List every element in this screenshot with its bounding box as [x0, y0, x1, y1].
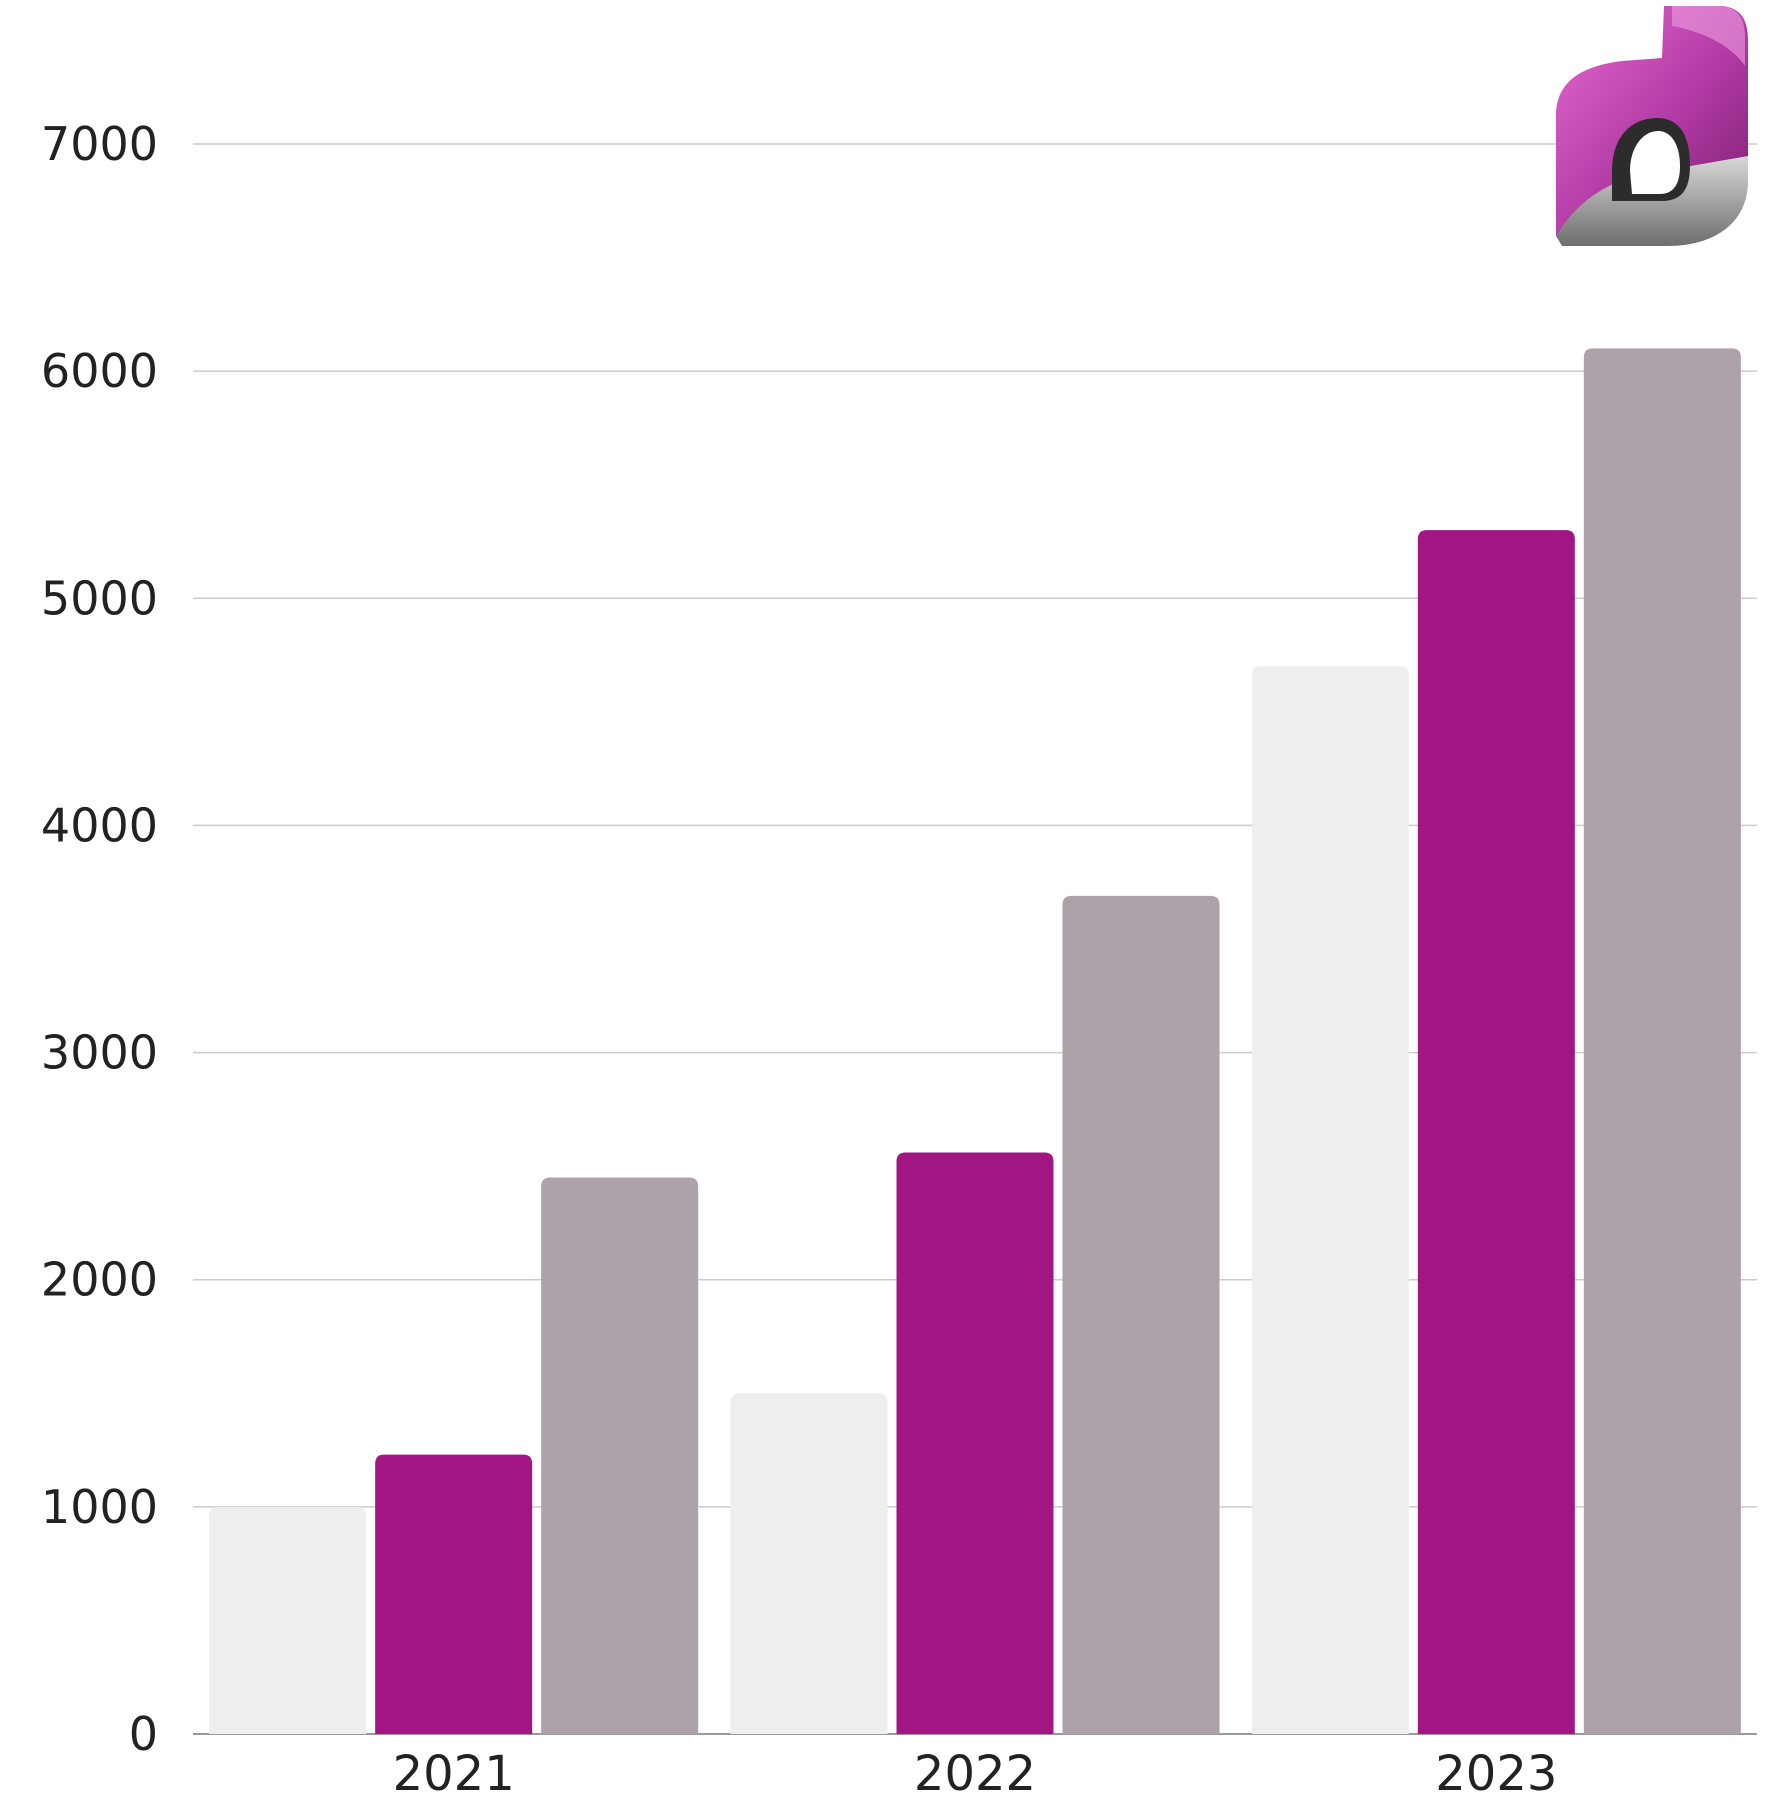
- y-tick-label: 4000: [41, 798, 158, 852]
- y-axis-tick-labels: 0 1000 2000 3000 4000 5000 6000 7000: [41, 117, 158, 1761]
- bar-2023-series-2: [1417, 530, 1575, 1735]
- bar-2023-series-1: [1251, 666, 1409, 1734]
- x-tick-label: 2021: [393, 1746, 515, 1794]
- x-axis-tick-labels: 2021 2022 2023: [393, 1746, 1558, 1798]
- y-tick-label: 6000: [41, 344, 158, 398]
- bar-2021-series-3: [541, 1177, 699, 1734]
- bar-2021-series-2: [375, 1454, 533, 1734]
- y-tick-label: 5000: [41, 571, 158, 625]
- bar-2021-series-1: [209, 1506, 367, 1734]
- y-tick-label: 2000: [41, 1253, 158, 1307]
- bars: [209, 348, 1741, 1735]
- y-tick-label: 7000: [41, 117, 158, 171]
- x-tick-label: 2023: [1435, 1746, 1557, 1794]
- y-tick-label: 3000: [41, 1026, 158, 1080]
- y-tick-label: 0: [129, 1707, 158, 1761]
- bar-2022-series-1: [730, 1393, 888, 1734]
- letter-d-logo-icon: [1556, 6, 1748, 246]
- y-tick-label: 1000: [41, 1480, 158, 1534]
- bar-2022-series-2: [896, 1152, 1054, 1734]
- x-tick-label: 2022: [914, 1746, 1036, 1794]
- bar-2022-series-3: [1062, 895, 1220, 1734]
- bar-2023-series-3: [1583, 348, 1741, 1734]
